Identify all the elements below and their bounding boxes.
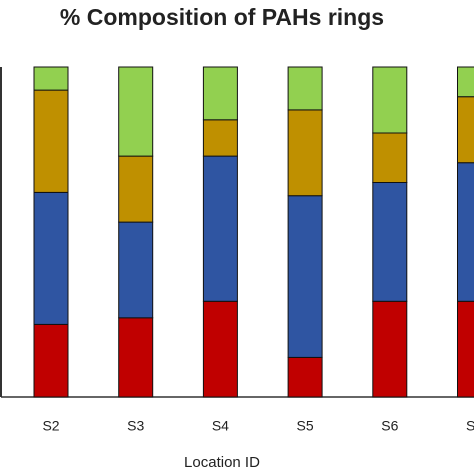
x-tick-label: S7 bbox=[466, 418, 474, 434]
x-tick-label: S2 bbox=[42, 418, 59, 434]
bar-segment bbox=[202, 66, 238, 121]
bar-segment bbox=[202, 119, 238, 157]
bar-segment bbox=[372, 132, 408, 183]
bar-segment bbox=[118, 221, 154, 319]
bar-segment bbox=[287, 356, 323, 398]
x-tick-label: S3 bbox=[127, 418, 144, 434]
bar-segment bbox=[202, 155, 238, 302]
bar-segment bbox=[457, 66, 474, 98]
bar-segment bbox=[118, 317, 154, 398]
bar-segment bbox=[118, 66, 154, 157]
chart-title: % Composition of PAHs rings bbox=[60, 4, 384, 30]
bar-segment bbox=[287, 109, 323, 197]
x-tick-label: S6 bbox=[381, 418, 398, 434]
bar-segment bbox=[457, 300, 474, 398]
bar-segment bbox=[202, 300, 238, 398]
bar-segment bbox=[33, 191, 69, 325]
bar-segment bbox=[118, 155, 154, 223]
bar-segment bbox=[33, 89, 69, 193]
bar-segment bbox=[33, 323, 69, 398]
bar-segment bbox=[33, 66, 69, 91]
bar-segment bbox=[372, 300, 408, 398]
bar-segment bbox=[372, 66, 408, 134]
bar-segment bbox=[372, 182, 408, 302]
x-tick-label: S4 bbox=[212, 418, 229, 434]
bar-segment bbox=[457, 162, 474, 302]
x-tick-label: S5 bbox=[297, 418, 314, 434]
bar-segment bbox=[287, 66, 323, 111]
bar-segment bbox=[287, 195, 323, 358]
x-axis-label: Location ID bbox=[184, 454, 260, 471]
bar-segment bbox=[457, 96, 474, 164]
